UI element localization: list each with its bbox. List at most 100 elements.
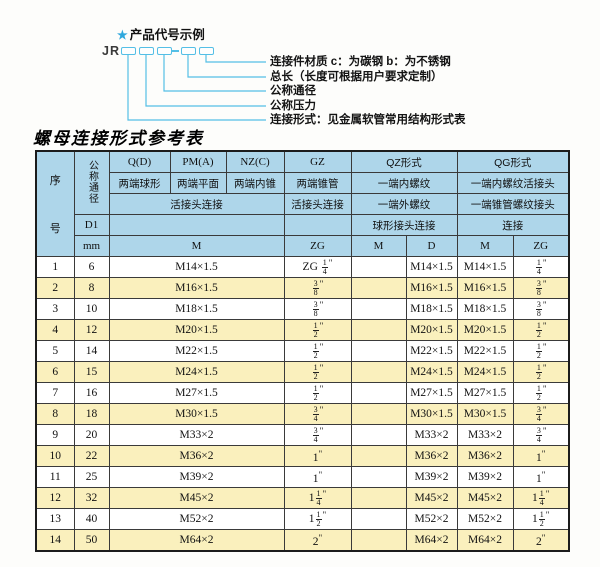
table-cell	[350, 382, 407, 404]
diagram-label-diameter: 公称通径	[270, 85, 316, 97]
table-cell	[350, 340, 407, 362]
table-cell: M30×1.5	[108, 403, 285, 425]
table-cell: 1	[35, 256, 75, 278]
table-cell: 15	[73, 361, 110, 383]
table-row: 9 20 M33×2 3 4 " M33×2 M33×2 3 4 "	[35, 424, 570, 446]
header-nz-desc: 两端内锥	[225, 172, 285, 194]
table-cell	[350, 298, 407, 320]
header-q-desc: 两端球形	[108, 172, 171, 194]
table-cell: M52×2	[456, 508, 514, 530]
table-cell: M36×2	[108, 445, 285, 467]
table-cell: 3	[35, 298, 75, 320]
table-cell	[350, 319, 407, 341]
header-pm-desc: 两端平面	[169, 172, 227, 194]
product-code-prefix: JR	[102, 44, 120, 58]
table-cell: 12	[35, 487, 75, 509]
table-row: 2 8 M16×1.5 3 8 " M16×1.5 M16×1.5 3 8 "	[35, 277, 570, 299]
table-header: 序 号 公称通径 Q(D) PM(A) NZ(C) GZ QZ形式 QG形式 两…	[35, 150, 570, 257]
table-cell: 12	[73, 319, 110, 341]
table-cell: 11	[35, 466, 75, 488]
header-col-gz: GZ	[283, 150, 352, 173]
code-dash	[172, 50, 179, 52]
table-cell: 50	[73, 529, 110, 552]
table-cell: 7	[35, 382, 75, 404]
header-seq-top: 序	[49, 175, 61, 187]
table-cell: M33×2	[405, 424, 458, 446]
table-cell: M52×2	[108, 508, 285, 530]
table-cell: 1 1 4 "	[512, 487, 570, 509]
table-cell: M18×1.5	[108, 298, 285, 320]
table-cell	[350, 361, 407, 383]
table-row: 13 40 M52×2 1 1 2 " M52×2 M52×2 1 1 2 "	[35, 508, 570, 530]
table-cell: 9	[35, 424, 75, 446]
table-cell: M36×2	[456, 445, 514, 467]
table-row: 4 12 M20×1.5 1 2 " M20×1.5 M20×1.5 1 2 "	[35, 319, 570, 341]
diagram-label-connection: 连接形式：见金属软管常用结构形式表	[270, 114, 466, 126]
table-cell: 1 1 2 "	[283, 508, 352, 530]
header-unit-qz-d: D	[405, 235, 458, 257]
header-empty-left	[108, 214, 285, 236]
header-qg-desc2: 一端锥管螺纹接头	[456, 193, 570, 215]
table-cell: 3 4 "	[283, 424, 352, 446]
table-cell: M36×2	[405, 445, 458, 467]
table-cell: M27×1.5	[405, 382, 458, 404]
header-unit-qg-m: M	[456, 235, 514, 257]
table-cell: 1 2 "	[283, 340, 352, 362]
table-cell: 5	[35, 340, 75, 362]
table-cell: M30×1.5	[456, 403, 514, 425]
table-cell: M30×1.5	[405, 403, 458, 425]
table-cell: 3 8 "	[512, 277, 570, 299]
header-unit-qg-zg: ZG	[512, 235, 570, 257]
table-cell	[350, 256, 407, 278]
table-cell: 8	[73, 277, 110, 299]
table-cell: ZG 1 4 "	[283, 256, 352, 278]
table-cell: 40	[73, 508, 110, 530]
table-cell: M22×1.5	[108, 340, 285, 362]
header-d1: D1	[73, 214, 110, 236]
table-cell: M22×1.5	[405, 340, 458, 362]
header-empty-gz	[283, 214, 352, 236]
nut-connection-reference-table: 序 号 公称通径 Q(D) PM(A) NZ(C) GZ QZ形式 QG形式 两…	[35, 150, 570, 552]
diagram-label-pressure: 公称压力	[270, 100, 316, 112]
header-qz-desc3: 球形接头连接	[350, 214, 458, 236]
table-cell: 3 8 "	[283, 277, 352, 299]
table-cell: 1 2 "	[283, 361, 352, 383]
header-col-nz: NZ(C)	[225, 150, 285, 173]
header-unit-zg: ZG	[283, 235, 352, 257]
table-cell: 18	[73, 403, 110, 425]
table-cell: M39×2	[456, 466, 514, 488]
table-cell: 16	[73, 382, 110, 404]
table-cell: 3 4 "	[283, 403, 352, 425]
table-cell: 20	[73, 424, 110, 446]
table-cell: M18×1.5	[405, 298, 458, 320]
header-col-pm: PM(A)	[169, 150, 227, 173]
table-cell: M52×2	[405, 508, 458, 530]
table-row: 10 22 M36×2 1" M36×2 M36×2 1"	[35, 445, 570, 467]
header-dn: 公称通径	[73, 150, 110, 215]
table-cell: M20×1.5	[456, 319, 514, 341]
table-cell: 1 1 4 "	[283, 487, 352, 509]
header-unit-qz-m: M	[350, 235, 407, 257]
table-cell: 32	[73, 487, 110, 509]
table-cell	[350, 277, 407, 299]
table-cell: M14×1.5	[108, 256, 285, 278]
table-cell: M16×1.5	[405, 277, 458, 299]
header-seq: 序 号	[35, 150, 75, 257]
table-row: 1 6 M14×1.5 ZG 1 4 " M14×1.5 M14×1.5 1 4 "	[35, 256, 570, 278]
table-cell: M14×1.5	[405, 256, 458, 278]
diagram-label-length: 总长（长度可根据用户要求定制）	[270, 71, 443, 83]
table-cell: M45×2	[405, 487, 458, 509]
table-cell: 1"	[283, 445, 352, 467]
table-cell	[350, 508, 407, 530]
header-dn-text: 公称通径	[86, 159, 98, 204]
table-cell: M27×1.5	[456, 382, 514, 404]
header-union-gz: 活接头连接	[283, 193, 352, 215]
table-cell: M64×2	[405, 529, 458, 552]
table-cell: 1 2 "	[283, 319, 352, 341]
table-row: 5 14 M22×1.5 1 2 " M22×1.5 M22×1.5 1 2 "	[35, 340, 570, 362]
connector-lines	[127, 54, 266, 121]
table-cell: 1 2 "	[512, 340, 570, 362]
table-cell: M39×2	[405, 466, 458, 488]
table-cell: M18×1.5	[456, 298, 514, 320]
header-col-q: Q(D)	[108, 150, 171, 173]
